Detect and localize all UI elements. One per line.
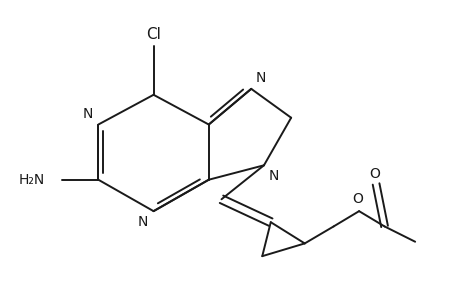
Text: O: O <box>351 192 362 206</box>
Text: O: O <box>368 167 379 181</box>
Text: N: N <box>138 214 148 229</box>
Text: H₂N: H₂N <box>18 173 45 187</box>
Text: N: N <box>268 169 278 183</box>
Text: N: N <box>83 107 93 121</box>
Text: Cl: Cl <box>146 27 161 42</box>
Text: N: N <box>255 71 265 85</box>
